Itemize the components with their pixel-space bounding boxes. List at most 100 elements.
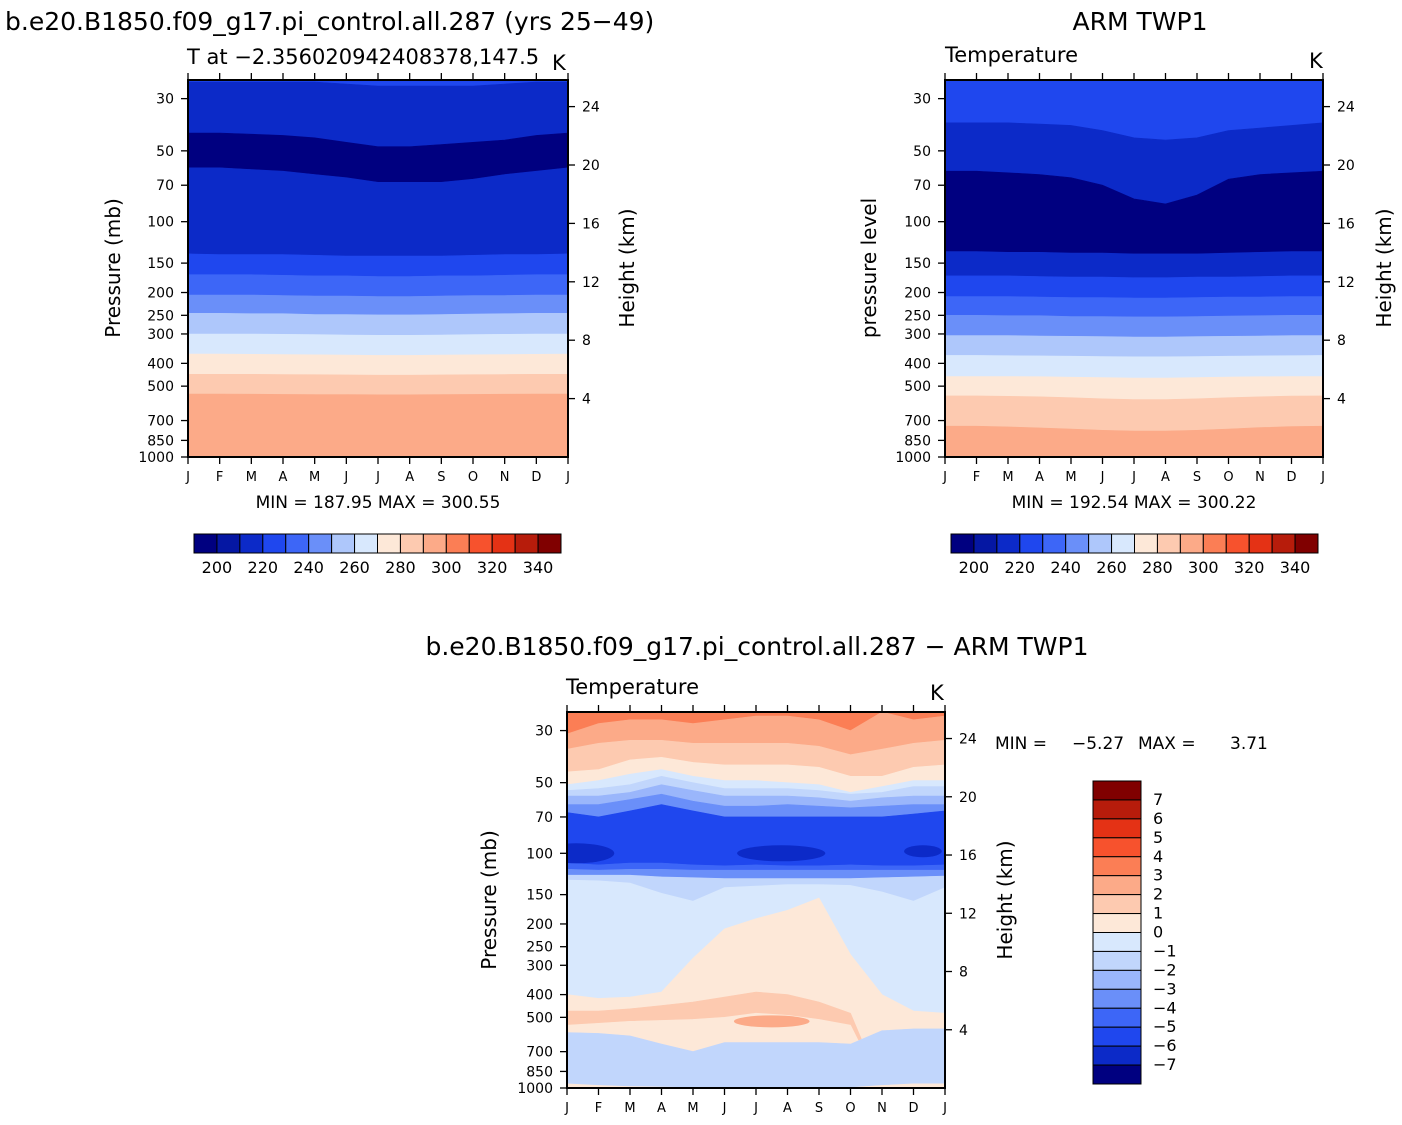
- y-tick-label: 30: [535, 724, 553, 740]
- panel-model: b.e20.B1850.f09_g17.pi_control.all.287 (…: [5, 7, 654, 577]
- y2-tick-label: 16: [959, 848, 977, 864]
- y-tick-label: 300: [526, 958, 553, 974]
- contour-core: [733, 1015, 810, 1028]
- colorbar: 200 220 240 260 280 300 320 340: [950, 533, 1319, 577]
- colorbar-label: 7: [1153, 790, 1163, 809]
- colorbar-swatch: [996, 533, 1021, 554]
- y-tick-label: 200: [147, 286, 174, 302]
- colorbar-swatch: [468, 533, 493, 554]
- y-tick-label: 400: [147, 356, 174, 372]
- y-tick-label: 100: [147, 215, 174, 231]
- contour-band: [188, 420, 568, 446]
- colorbar-swatch: [1019, 533, 1044, 554]
- colorbar-swatch: [331, 533, 356, 554]
- y-tick-label: 30: [156, 92, 174, 108]
- y-tick-label: 500: [904, 379, 931, 395]
- y-tick-label: 850: [526, 1064, 553, 1080]
- y-tick-label: 30: [913, 92, 931, 108]
- y-tick-label: 400: [904, 356, 931, 372]
- x-tick-label: N: [500, 470, 510, 485]
- colorbar-label: 1: [1153, 904, 1163, 923]
- panel-right-string: K: [1309, 49, 1324, 73]
- colorbar-swatch: [1092, 856, 1142, 877]
- colorbar-swatch: [537, 533, 562, 554]
- contour-band: [188, 353, 568, 376]
- colorbar-swatch: [1179, 533, 1204, 554]
- min-value: −5.27: [1072, 734, 1124, 754]
- colorbar: 200 220 240 260 280 300 320 340: [193, 533, 562, 577]
- colorbar-label: −1: [1153, 941, 1177, 960]
- min-max-label: MIN = 192.54 MAX = 300.22: [1012, 493, 1257, 513]
- colorbar-swatch: [308, 533, 333, 554]
- colorbar-swatch: [1092, 913, 1142, 933]
- contour-core: [904, 845, 942, 858]
- colorbar-label: −6: [1153, 1036, 1177, 1055]
- colorbar-label: 0: [1153, 923, 1163, 942]
- colorbar-label: 320: [1234, 558, 1265, 577]
- y2-tick-label: 4: [582, 392, 591, 408]
- x-tick-label: M: [246, 470, 257, 485]
- max-label: MAX =: [1138, 734, 1196, 754]
- contour-core: [567, 843, 615, 864]
- colorbar-swatch: [262, 533, 287, 554]
- y-tick-label: 150: [526, 888, 553, 904]
- colorbar-swatch: [1092, 1045, 1142, 1066]
- x-tick-label: O: [1223, 470, 1233, 485]
- min-max-label: MIN = 187.95 MAX = 300.55: [256, 493, 501, 513]
- colorbar-swatch: [1156, 533, 1181, 554]
- colorbar-swatch: [1092, 799, 1142, 820]
- y2-tick-label: 16: [1337, 216, 1355, 232]
- colorbar-label: 3: [1153, 866, 1163, 885]
- y2-tick-label: 4: [1337, 392, 1346, 408]
- colorbar-label: 280: [385, 558, 416, 577]
- colorbar-swatch: [399, 533, 424, 554]
- x-tick-label: S: [437, 470, 445, 485]
- y-tick-label: 70: [156, 178, 174, 194]
- colorbar-swatch: [1092, 969, 1142, 990]
- y-tick-label: 50: [535, 776, 553, 792]
- y-tick-label: 50: [913, 144, 931, 160]
- min-label: MIN =: [995, 734, 1047, 754]
- y-tick-label: 250: [904, 308, 931, 324]
- y2-tick-label: 12: [959, 906, 977, 922]
- colorbar-label: 2: [1153, 885, 1163, 904]
- x-tick-label: M: [687, 1101, 698, 1116]
- contour-band: [188, 333, 568, 356]
- colorbar-label: −7: [1153, 1055, 1177, 1074]
- contour-band: [188, 374, 568, 396]
- y2-tick-label: 24: [582, 100, 600, 116]
- contour-band: [945, 251, 1323, 278]
- x-tick-label: J: [564, 1101, 569, 1116]
- x-tick-label: J: [722, 1101, 727, 1116]
- x-tick-label: O: [468, 470, 478, 485]
- contour-fills: [567, 712, 945, 1088]
- contour-band: [188, 274, 568, 297]
- colorbar-swatch: [1092, 837, 1142, 858]
- contour-fills: [945, 80, 1323, 457]
- y2-tick-label: 8: [582, 333, 591, 349]
- colorbar-swatch: [1225, 533, 1250, 554]
- y2-tick-label: 12: [582, 275, 600, 291]
- contour-band: [945, 335, 1323, 358]
- y-tick-label: 1000: [138, 450, 174, 466]
- colorbar-swatch: [216, 533, 241, 554]
- y-tick-label: 400: [526, 988, 553, 1004]
- y-tick-label: 250: [526, 940, 553, 956]
- colorbar-swatch: [1134, 533, 1158, 554]
- colorbar-swatch: [1271, 533, 1296, 554]
- colorbar-label: 340: [1280, 558, 1311, 577]
- colorbar-swatch: [193, 533, 218, 554]
- colorbar-swatch: [1294, 533, 1319, 554]
- colorbar-swatch: [973, 533, 998, 554]
- colorbar-label: 260: [339, 558, 370, 577]
- colorbar-swatch: [1092, 1064, 1142, 1085]
- contour-band: [188, 294, 568, 316]
- colorbar-label: 320: [477, 558, 508, 577]
- y2-axis-label: Height (km): [615, 208, 639, 327]
- y2-tick-label: 16: [582, 216, 600, 232]
- colorbar-label: 4: [1153, 847, 1163, 866]
- y-tick-label: 700: [904, 414, 931, 430]
- colorbar-label: −4: [1153, 998, 1177, 1017]
